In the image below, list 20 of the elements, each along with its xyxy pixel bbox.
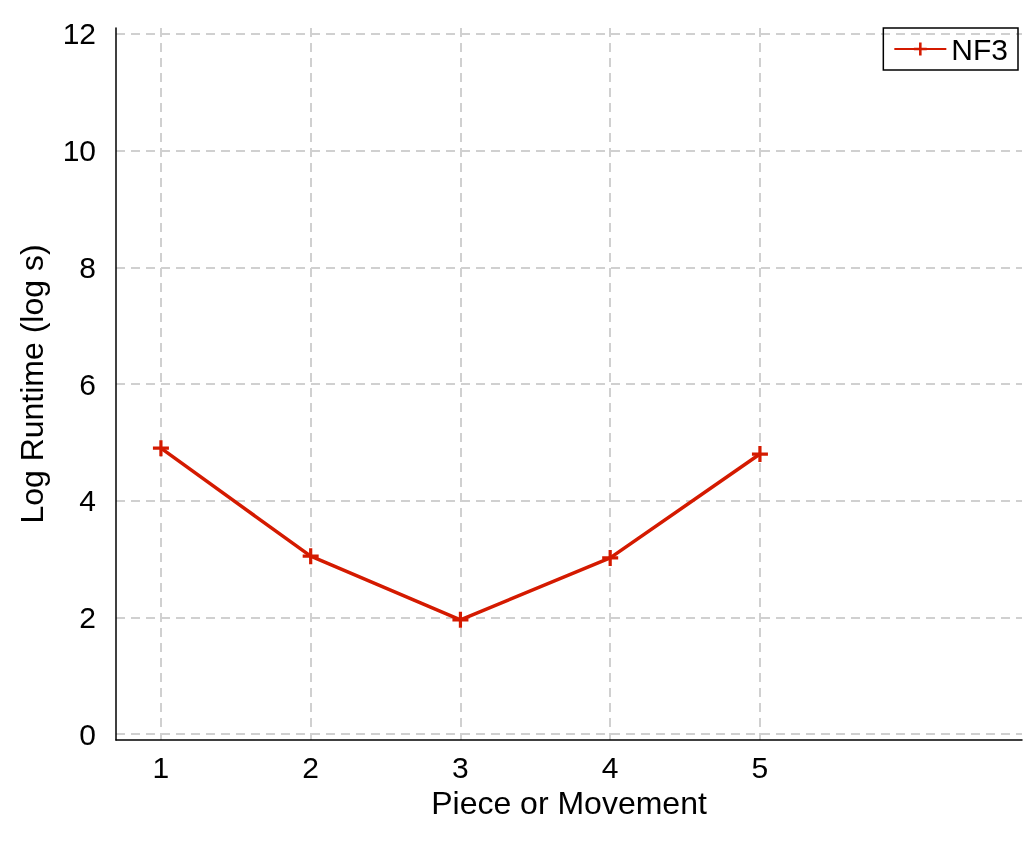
y-tick-label: 10: [62, 134, 96, 168]
x-tick-label: 5: [751, 750, 769, 784]
x-tick-label: 3: [452, 750, 469, 784]
y-tick-label: 12: [62, 17, 96, 51]
y-axis-title: Log Runtime (log s): [14, 244, 50, 524]
y-tick-label: 4: [79, 484, 96, 518]
point: [602, 549, 619, 566]
point: [452, 611, 469, 628]
x-axis-title: Piece or Movement: [431, 784, 707, 821]
point: [302, 548, 319, 565]
x-tick-label: 1: [152, 750, 170, 784]
y-tick-label: 0: [79, 717, 96, 751]
point: [152, 440, 169, 457]
y-tick-label: 8: [79, 250, 96, 284]
x-tick-label: 4: [601, 750, 619, 784]
x-tick-label: 2: [302, 750, 320, 784]
legend-label: NF3: [951, 32, 1009, 66]
y-tick-label: 6: [79, 367, 96, 401]
y-tick-label: 2: [79, 600, 96, 634]
point: [751, 446, 768, 463]
